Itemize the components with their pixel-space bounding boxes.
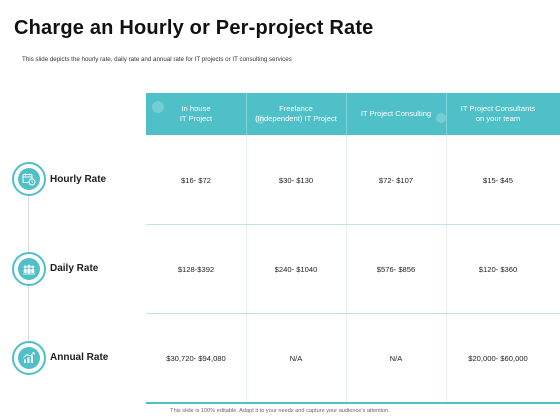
decorative-bubble <box>152 101 164 113</box>
table-cell: N/A <box>289 353 303 363</box>
page-title: Charge an Hourly or Per-project Rate <box>14 17 374 39</box>
table-header <box>146 93 560 135</box>
table-cell: $15- $45 <box>483 175 513 185</box>
column-divider <box>446 93 447 403</box>
row-icon-hourly <box>12 162 46 196</box>
column-header-consultants-team: IT Project Consultants on your team <box>460 104 536 123</box>
decorative-bubble <box>436 113 446 123</box>
row-icon-daily <box>12 252 46 286</box>
table-cell: $20,000- $60,000 <box>468 353 528 363</box>
row-label-daily: Daily Rate <box>50 263 99 274</box>
table-cell: $120- $360 <box>478 264 518 274</box>
column-header-in-house: In house IT Project <box>179 104 213 123</box>
calendar-clock-icon <box>22 173 36 186</box>
table-cell: $128-$392 <box>177 264 215 274</box>
row-label-hourly: Hourly Rate <box>50 174 107 185</box>
row-divider <box>146 313 560 314</box>
row-divider <box>146 224 560 225</box>
growth-chart-icon <box>23 352 35 363</box>
row-label-annual: Annual Rate <box>50 352 109 363</box>
footer-note: This slide is 100% editable. Adapt it to… <box>170 408 390 414</box>
column-divider <box>346 93 347 403</box>
column-divider <box>246 93 247 403</box>
table-cell: N/A <box>389 353 403 363</box>
column-divider <box>346 93 347 135</box>
table-cell: $240- $1040 <box>274 264 318 274</box>
table-cell: $72- $107 <box>378 175 414 185</box>
table-bottom-border <box>146 402 560 404</box>
column-divider <box>446 93 447 135</box>
team-icon <box>23 264 35 275</box>
table-cell: $576- $856 <box>376 264 416 274</box>
page-subtitle: This slide depicts the hourly rate, dail… <box>22 56 292 63</box>
column-divider <box>246 93 247 135</box>
table-cell: $30,720- $94,080 <box>166 353 226 363</box>
row-icon-annual <box>12 341 46 375</box>
table-cell: $16- $72 <box>181 175 211 185</box>
column-header-consulting: IT Project Consulting <box>360 109 432 118</box>
decorative-bubble <box>256 115 265 124</box>
column-header-freelance: Freelance (Independent) IT Project <box>255 104 337 123</box>
table-cell: $30- $130 <box>278 175 314 185</box>
